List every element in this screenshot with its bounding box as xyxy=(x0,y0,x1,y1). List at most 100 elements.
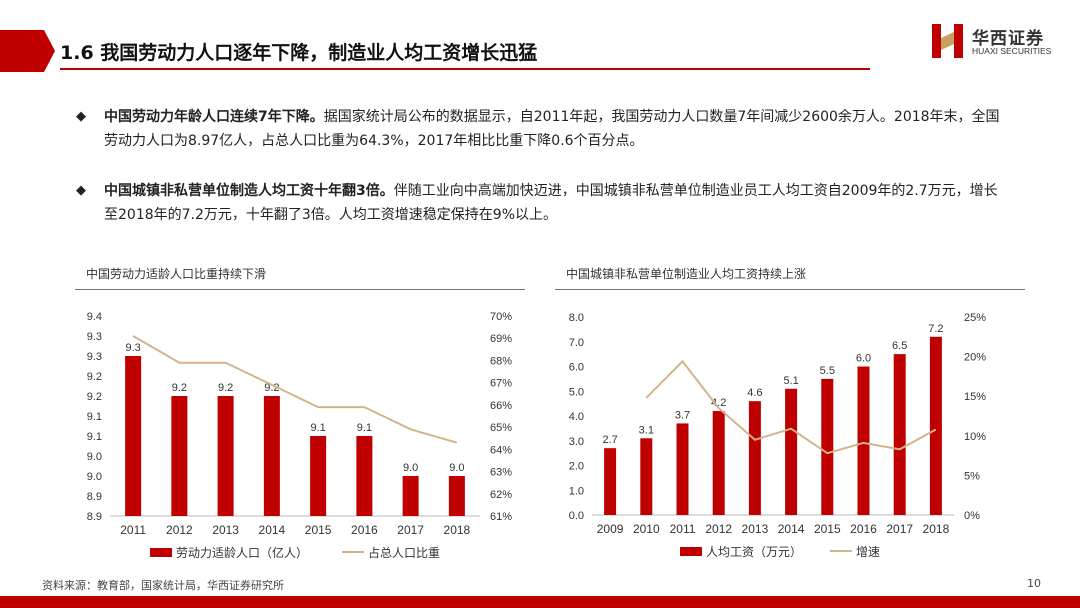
bar-data-label: 4.2 xyxy=(711,397,726,409)
legend-line-label: 增速 xyxy=(856,545,880,559)
bar-data-label: 9.3 xyxy=(125,342,140,354)
y2-tick-label: 66% xyxy=(490,400,512,412)
bar xyxy=(929,336,942,515)
chart-wages: 0.0 1.0 2.0 3.0 4.0 5.0 6.0 7.0 8.0 0% 5% 10% 15% 20%… xyxy=(569,312,987,559)
bar-data-label: 9.1 xyxy=(310,422,325,434)
y2-tick-label: 0% xyxy=(964,510,980,522)
y2-tick-label: 64% xyxy=(490,444,512,456)
chart1-title: 中国劳动力适龄人口比重持续下滑 xyxy=(86,267,267,281)
bar xyxy=(604,448,617,515)
logo-name: 华西证券 xyxy=(972,29,1044,49)
x-tick-label: 2009 xyxy=(597,522,624,536)
y2-tick-label: 5% xyxy=(964,470,980,482)
chart1-title-rule xyxy=(75,289,525,290)
bar-data-label: 2.7 xyxy=(602,434,617,446)
bullet-labor-force: ◆ 中国劳动力年龄人口连续7年下降。据国家统计局公布的数据显示，自2011年起，… xyxy=(76,105,1006,153)
bullet-text: 据国家统计局公布的数据显示，自2011年起，我国劳动力人口数量7年间减少2600… xyxy=(104,109,1000,149)
bar-data-label: 9.2 xyxy=(264,382,279,394)
bullet-bold-text: 中国劳动力年龄人口连续7年下降。 xyxy=(104,109,324,125)
x-tick-label: 2018 xyxy=(444,523,471,537)
legend-bar-swatch xyxy=(150,548,172,557)
x-tick-label: 2015 xyxy=(814,522,841,536)
bar-data-label: 3.7 xyxy=(675,409,690,421)
bar xyxy=(640,438,653,515)
y-tick-label: 8.0 xyxy=(569,312,584,324)
x-tick-label: 2014 xyxy=(259,523,286,537)
y2-tick-label: 69% xyxy=(490,333,512,345)
bar xyxy=(171,396,188,516)
bar xyxy=(217,396,234,516)
bar-data-label: 9.0 xyxy=(449,462,464,474)
bar-data-label: 9.1 xyxy=(357,422,372,434)
bar xyxy=(125,356,142,516)
bar-data-label: 5.1 xyxy=(783,375,798,387)
bar xyxy=(893,354,906,515)
legend-line-label: 占总人口比重 xyxy=(368,545,440,560)
title-accent-bar xyxy=(0,30,55,72)
x-tick-label: 2010 xyxy=(633,522,660,536)
x-tick-label: 2014 xyxy=(778,522,805,536)
diamond-bullet-icon: ◆ xyxy=(76,109,86,124)
bar xyxy=(448,476,465,516)
bar-data-label: 9.2 xyxy=(172,382,187,394)
series-line xyxy=(132,335,458,444)
footer-source: 资料来源：教育部，国家统计局，华西证券研究所 xyxy=(42,579,284,592)
bar-data-label: 6.0 xyxy=(856,353,871,365)
x-tick-label: 2017 xyxy=(397,523,424,537)
bar-data-label: 3.1 xyxy=(639,424,654,436)
x-tick-label: 2016 xyxy=(850,522,877,536)
y2-tick-label: 68% xyxy=(490,355,512,367)
bar-data-label: 9.2 xyxy=(218,382,233,394)
legend-bar-label: 劳动力适龄人口（亿人） xyxy=(176,545,308,560)
chart-labor-force: 8.9 8.9 9.0 9.0 9.1 9.1 9.2 9.2 9.3 9.3 9.4 61% 62% 6… xyxy=(87,311,513,560)
bar-data-label: 7.2 xyxy=(928,323,943,335)
y-tick-label: 9.3 xyxy=(87,351,102,363)
x-tick-label: 2015 xyxy=(305,523,332,537)
title-underline xyxy=(60,68,870,70)
y2-tick-label: 63% xyxy=(490,467,512,479)
y2-tick-label: 62% xyxy=(490,489,512,501)
y-tick-label: 8.9 xyxy=(87,511,102,523)
bar xyxy=(676,423,689,515)
x-tick-label: 2013 xyxy=(742,522,769,536)
chart2-title: 中国城镇非私营单位制造业人均工资持续上涨 xyxy=(566,267,807,281)
huaxi-logo-icon xyxy=(932,24,963,58)
y2-tick-label: 67% xyxy=(490,378,512,390)
bar xyxy=(402,476,419,516)
legend-bar-label: 人均工资（万元） xyxy=(706,545,802,559)
diamond-bullet-icon: ◆ xyxy=(76,183,86,198)
x-tick-label: 2011 xyxy=(120,523,146,537)
y2-tick-label: 65% xyxy=(490,422,512,434)
bullet-bold-text: 中国城镇非私营单位制造人均工资十年翻3倍。 xyxy=(104,183,394,199)
y-tick-label: 9.3 xyxy=(87,331,102,343)
footer-bar xyxy=(0,596,1080,608)
y2-tick-label: 20% xyxy=(964,352,986,364)
bar xyxy=(785,388,798,515)
y-tick-label: 9.4 xyxy=(87,311,102,323)
bar xyxy=(857,366,870,515)
logo-english-name: HUAXI SECURITIES xyxy=(972,46,1052,56)
y2-tick-label: 70% xyxy=(490,311,512,323)
bar-data-label: 5.5 xyxy=(820,365,835,377)
y-tick-label: 9.2 xyxy=(87,371,102,383)
y-tick-label: 7.0 xyxy=(569,337,584,349)
y-tick-label: 3.0 xyxy=(569,436,584,448)
bar-data-label: 6.5 xyxy=(892,340,907,352)
page-number: 10 xyxy=(1027,577,1041,590)
y-tick-label: 9.1 xyxy=(87,411,102,423)
bar xyxy=(712,411,725,515)
bar xyxy=(310,436,327,516)
chart2-title-rule xyxy=(555,289,1025,290)
y2-tick-label: 61% xyxy=(490,511,512,523)
series-line xyxy=(645,359,937,455)
y-tick-label: 9.1 xyxy=(87,431,102,443)
y-tick-label: 0.0 xyxy=(569,510,584,522)
legend-bar-swatch xyxy=(680,547,702,556)
y-tick-label: 8.9 xyxy=(87,491,102,503)
y-tick-label: 6.0 xyxy=(569,362,584,374)
company-logo: 华西证券 HUAXI SECURITIES xyxy=(930,20,1070,66)
y-tick-label: 9.0 xyxy=(87,451,102,463)
bullet-wages: ◆ 中国城镇非私营单位制造人均工资十年翻3倍。伴随工业向中高端加快迈进，中国城镇… xyxy=(76,179,1006,227)
bullet-text: 伴随工业向中高端加快迈进，中国城镇非私营单位制造业员工人均工资自2009年的2.… xyxy=(104,183,998,223)
y-tick-label: 9.0 xyxy=(87,471,102,483)
